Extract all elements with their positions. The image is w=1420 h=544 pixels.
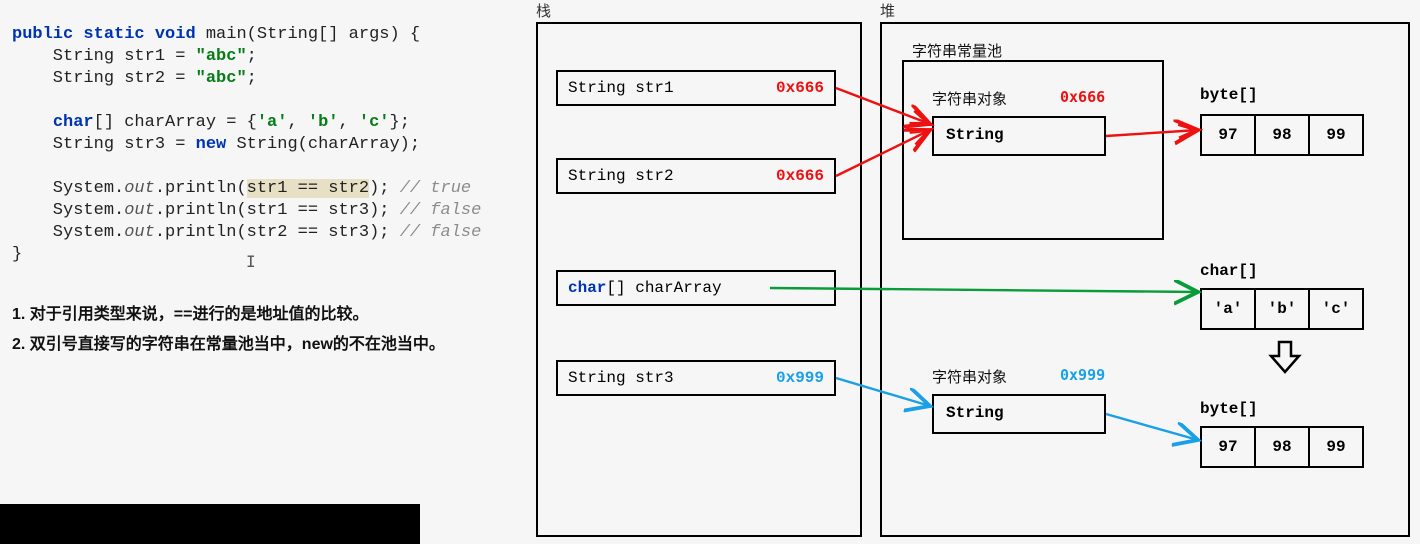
- char1-cell-0: 'a': [1200, 288, 1256, 330]
- str3-addr: 0x999: [776, 369, 824, 387]
- stack-header: 栈: [536, 0, 551, 21]
- byte2-cell-2: 99: [1308, 426, 1364, 468]
- l9out: out: [124, 201, 155, 220]
- kw-void: void: [155, 25, 196, 44]
- kw-static: static: [83, 25, 144, 44]
- stack-var-str2: String str2 0x666: [556, 158, 836, 194]
- byte1-cell-2: 99: [1308, 114, 1364, 156]
- kw-char: char: [53, 113, 94, 132]
- l9b: .println(: [155, 201, 247, 220]
- str2-label: String str2: [568, 167, 674, 185]
- char1-cells: 'a' 'b' 'c': [1200, 288, 1364, 330]
- l5a: [12, 113, 53, 132]
- note-1: 1. 对于引用类型来说，==进行的是地址值的比较。: [12, 300, 445, 330]
- str2-addr: 0x666: [776, 167, 824, 185]
- stack-var-str3: String str3 0x999: [556, 360, 836, 396]
- l2-str: "abc": [196, 47, 247, 66]
- l5c1: 'a': [257, 113, 288, 132]
- byte1-cell-0: 97: [1200, 114, 1256, 156]
- char1-cell-1: 'b': [1254, 288, 1310, 330]
- l3c: ;: [247, 69, 257, 88]
- l10c: str2 == str3: [247, 223, 369, 242]
- kw-new: new: [196, 135, 227, 154]
- str3-obj-addr: 0x999: [1060, 366, 1105, 384]
- char1-cell-2: 'c': [1308, 288, 1364, 330]
- stack-var-chararray: char[] charArray: [556, 270, 836, 306]
- l9a: System.: [12, 201, 124, 220]
- l8b: .println(: [155, 179, 247, 198]
- l8c: str1 == str2: [247, 179, 369, 198]
- down-arrow-icon: [1268, 340, 1302, 374]
- str3-label: String str3: [568, 369, 674, 387]
- l8cmt: // true: [400, 179, 471, 198]
- byte1-label: byte[]: [1200, 86, 1258, 104]
- pool-obj-addr: 0x666: [1060, 88, 1105, 106]
- l5c3: 'c': [359, 113, 390, 132]
- byte2-label: byte[]: [1200, 400, 1258, 418]
- pool-obj-box: String: [932, 116, 1106, 156]
- main-sig: main(String[] args) {: [196, 25, 420, 44]
- l2a: String str1 =: [12, 47, 196, 66]
- heap-header: 堆: [880, 0, 895, 21]
- l10b: .println(: [155, 223, 247, 242]
- chararr-label: char[] charArray: [568, 279, 722, 297]
- l5c2: 'b': [308, 113, 339, 132]
- l5s2: ,: [338, 113, 358, 132]
- l10a: System.: [12, 223, 124, 242]
- l3a: String str2 =: [12, 69, 196, 88]
- close: }: [12, 245, 22, 264]
- str1-label: String str1: [568, 79, 674, 97]
- str3-obj-box: String: [932, 394, 1106, 434]
- byte1-cells: 97 98 99: [1200, 114, 1364, 156]
- note-2: 2. 双引号直接写的字符串在常量池当中，new的不在池当中。: [12, 330, 445, 360]
- code-block: public static void main(String[] args) {…: [12, 24, 481, 266]
- pool-obj-title: 字符串对象: [932, 88, 1007, 109]
- byte1-cell-1: 98: [1254, 114, 1310, 156]
- stack-var-str1: String str1 0x666: [556, 70, 836, 106]
- l6a: String str3 =: [12, 135, 196, 154]
- l5d: };: [390, 113, 410, 132]
- l8a: System.: [12, 179, 124, 198]
- l3-str: "abc": [196, 69, 247, 88]
- l2c: ;: [247, 47, 257, 66]
- l9cmt: // false: [400, 201, 482, 220]
- byte2-cell-0: 97: [1200, 426, 1256, 468]
- l8out: out: [124, 179, 155, 198]
- l9d: );: [369, 201, 400, 220]
- text-caret-icon: I: [246, 252, 256, 271]
- str3-obj-title: 字符串对象: [932, 366, 1007, 387]
- kw-public: public: [12, 25, 73, 44]
- l9c: str1 == str3: [247, 201, 369, 220]
- l6b: String(charArray);: [226, 135, 420, 154]
- bottom-overlay: [0, 504, 420, 544]
- byte2-cell-1: 98: [1254, 426, 1310, 468]
- l8d: );: [369, 179, 400, 198]
- l5b: [] charArray = {: [94, 113, 257, 132]
- l10cmt: // false: [400, 223, 482, 242]
- str1-addr: 0x666: [776, 79, 824, 97]
- byte2-cells: 97 98 99: [1200, 426, 1364, 468]
- l10out: out: [124, 223, 155, 242]
- char1-label: char[]: [1200, 262, 1258, 280]
- pool-header: 字符串常量池: [912, 40, 1002, 61]
- notes: 1. 对于引用类型来说，==进行的是地址值的比较。 2. 双引号直接写的字符串在…: [12, 300, 445, 360]
- l10d: );: [369, 223, 400, 242]
- l5s1: ,: [287, 113, 307, 132]
